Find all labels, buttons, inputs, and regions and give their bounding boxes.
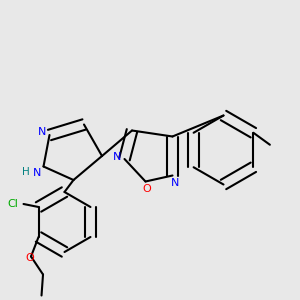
Text: N: N xyxy=(171,178,180,188)
Text: O: O xyxy=(25,253,34,263)
Text: N: N xyxy=(33,167,42,178)
Text: N: N xyxy=(113,152,121,163)
Text: O: O xyxy=(142,184,152,194)
Text: H: H xyxy=(22,167,30,177)
Text: N: N xyxy=(38,127,46,137)
Text: Cl: Cl xyxy=(8,199,19,209)
